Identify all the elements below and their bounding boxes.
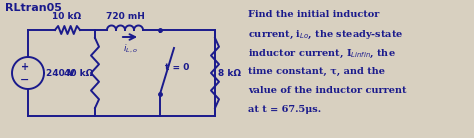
Text: current, i$_{Lo}$, the steady-state: current, i$_{Lo}$, the steady-state — [248, 29, 403, 41]
Text: 720 mH: 720 mH — [106, 12, 145, 21]
Text: 8 kΩ: 8 kΩ — [218, 68, 241, 78]
Text: i$_{L,o}$: i$_{L,o}$ — [123, 43, 137, 55]
Text: inductor current, I$_{Linfin}$, the: inductor current, I$_{Linfin}$, the — [248, 48, 396, 60]
Text: value of the inductor current: value of the inductor current — [248, 86, 407, 95]
Text: −: − — [20, 75, 30, 85]
Text: at t = 67.5μs.: at t = 67.5μs. — [248, 105, 321, 114]
Text: 40 kΩ: 40 kΩ — [64, 68, 93, 78]
Text: t = 0: t = 0 — [165, 63, 190, 72]
Text: 10 kΩ: 10 kΩ — [53, 12, 82, 21]
Text: +: + — [21, 62, 29, 72]
Text: RLtran05: RLtran05 — [5, 3, 62, 13]
Text: Find the initial inductor: Find the initial inductor — [248, 10, 379, 19]
Text: time constant, τ, and the: time constant, τ, and the — [248, 67, 385, 76]
Text: 240 V: 240 V — [46, 68, 75, 78]
